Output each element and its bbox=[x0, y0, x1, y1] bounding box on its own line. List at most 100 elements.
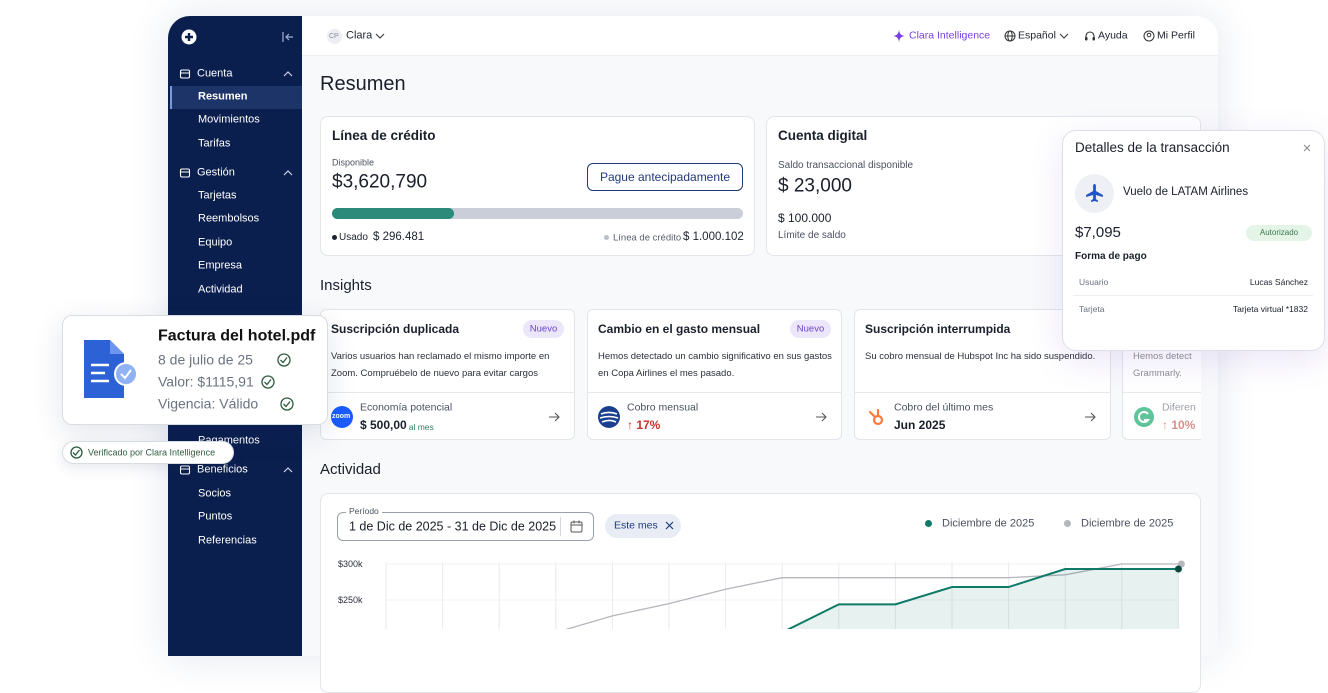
legend-label: Diciembre de 2025 bbox=[1081, 516, 1174, 529]
document-icon-part bbox=[84, 340, 124, 398]
nav-item[interactable]: Reembolsos bbox=[198, 212, 260, 225]
topbar-link[interactable]: Ayuda bbox=[1098, 29, 1128, 42]
arrow-icon[interactable] bbox=[815, 412, 827, 422]
chevron-part bbox=[283, 170, 293, 176]
section-icon-part bbox=[179, 168, 191, 178]
label: Límite de saldo bbox=[778, 230, 846, 241]
metric-value: ↑ 10% bbox=[1162, 417, 1196, 432]
check-icon-part bbox=[261, 375, 275, 389]
chevron-part bbox=[283, 71, 293, 77]
invoice-line: Valor: $1115,91 bbox=[158, 373, 254, 390]
page-title: Resumen bbox=[320, 73, 406, 95]
chevron bbox=[1059, 33, 1069, 39]
divider bbox=[587, 392, 842, 393]
section-title[interactable]: Cuenta bbox=[197, 67, 233, 80]
close-icon-part bbox=[1303, 144, 1311, 152]
sparkle-icon bbox=[893, 30, 905, 42]
amount: $3,620,790 bbox=[332, 171, 428, 193]
topbar bbox=[302, 16, 1218, 56]
status-text: Autorizado bbox=[1259, 228, 1299, 238]
help-icon-part bbox=[1085, 37, 1088, 41]
legend-value: $ 296.481 bbox=[373, 230, 425, 243]
label: Disponible bbox=[332, 157, 375, 168]
nav-item[interactable]: Socios bbox=[198, 487, 232, 500]
help-icon bbox=[1085, 31, 1095, 41]
metric-label: Economía potencial bbox=[360, 401, 453, 414]
chevron-part bbox=[283, 467, 293, 473]
chevron-part bbox=[375, 33, 385, 39]
nav-item[interactable]: Tarjetas bbox=[198, 189, 237, 202]
nav-item[interactable]: Puntos bbox=[198, 510, 233, 523]
panel-title: Detalles de la transacción bbox=[1075, 139, 1230, 155]
company-name[interactable]: Clara bbox=[346, 29, 373, 42]
period-field[interactable] bbox=[337, 512, 594, 541]
nav-item[interactable]: Resumen bbox=[198, 90, 248, 103]
card-title: Cuenta digital bbox=[778, 127, 868, 143]
nav-item[interactable]: Referencias bbox=[198, 534, 257, 547]
invoice-card bbox=[62, 315, 328, 425]
pay-button[interactable] bbox=[587, 163, 743, 191]
metric-value: ↑ 17% bbox=[627, 417, 661, 432]
legend-dot bbox=[1064, 520, 1071, 527]
button-label[interactable]: Pague antecipadamente bbox=[599, 169, 731, 184]
topbar-link[interactable]: Español bbox=[1018, 29, 1056, 42]
close-icon[interactable] bbox=[1303, 144, 1311, 152]
calendar-icon-part bbox=[570, 521, 583, 533]
insight-description: Varios usuarios han reclamado el mismo i… bbox=[331, 351, 550, 379]
legend-dot bbox=[925, 520, 932, 527]
row-value: Lucas Sánchez bbox=[1249, 276, 1308, 287]
zoom-icon-part bbox=[331, 406, 353, 428]
chevron-part bbox=[1059, 33, 1069, 39]
row-value: Tarjeta virtual *1832 bbox=[1232, 303, 1308, 314]
status-badge bbox=[1246, 225, 1312, 241]
chip-close-part bbox=[665, 521, 674, 530]
copa-icon-part bbox=[599, 411, 619, 423]
card-title: Línea de crédito bbox=[332, 127, 436, 143]
grammarly-icon-part bbox=[1134, 407, 1154, 427]
nav-item[interactable]: Equipo bbox=[198, 236, 233, 249]
insight-title: Suscripción interrumpida bbox=[865, 321, 1011, 336]
section-title[interactable]: Beneficios bbox=[197, 463, 248, 476]
nav-item[interactable]: Tarifas bbox=[198, 137, 231, 150]
verified-pill bbox=[62, 441, 234, 464]
section-icon-part bbox=[179, 465, 191, 475]
check-icon-part bbox=[70, 446, 83, 459]
check-icon bbox=[280, 397, 294, 411]
amount: $ 23,000 bbox=[778, 175, 852, 197]
plane-icon bbox=[1086, 184, 1103, 202]
sparkle-icon-part bbox=[893, 30, 905, 42]
topbar-link[interactable]: Mi Perfil bbox=[1157, 29, 1195, 42]
plane-icon-part bbox=[1086, 184, 1103, 202]
nav-item[interactable]: Empresa bbox=[198, 259, 243, 272]
arrow-icon-part bbox=[1085, 412, 1096, 422]
chevron bbox=[283, 71, 293, 77]
calendar-icon[interactable] bbox=[570, 520, 583, 533]
field-value[interactable]: 1 de Dic de 2025 - 31 de Dic de 2025 bbox=[349, 519, 557, 533]
collapse-icon[interactable] bbox=[282, 31, 294, 43]
check-icon bbox=[70, 446, 83, 459]
arrow-icon[interactable] bbox=[548, 412, 560, 422]
metric-suffix: al mes bbox=[408, 421, 434, 432]
logo[interactable] bbox=[181, 29, 197, 45]
metric-value: $ 500,00 bbox=[360, 417, 407, 432]
active-item-bg bbox=[170, 86, 302, 109]
document-icon-part bbox=[120, 369, 132, 380]
arrow-icon[interactable] bbox=[1084, 412, 1096, 422]
progress-track bbox=[332, 208, 743, 219]
collapse-icon-part bbox=[282, 32, 293, 42]
badge-text: Nuevo bbox=[796, 323, 825, 335]
arrow-icon-part bbox=[816, 412, 827, 422]
document-icon-part bbox=[91, 363, 109, 383]
section-title[interactable]: Gestión bbox=[197, 166, 235, 179]
profile-icon bbox=[1143, 30, 1155, 42]
nav-item[interactable]: Actividad bbox=[198, 283, 243, 295]
row-label: Tarjeta bbox=[1079, 303, 1105, 314]
logo-part bbox=[185, 33, 193, 41]
nav-item[interactable]: Movimientos bbox=[198, 113, 260, 126]
check-icon bbox=[261, 375, 275, 389]
chip-close[interactable] bbox=[665, 521, 674, 530]
topbar-link[interactable]: Clara Intelligence bbox=[909, 29, 991, 42]
check-icon-part bbox=[280, 397, 294, 411]
profile-icon-part bbox=[1146, 32, 1152, 38]
badge-text: Nuevo bbox=[529, 323, 558, 335]
